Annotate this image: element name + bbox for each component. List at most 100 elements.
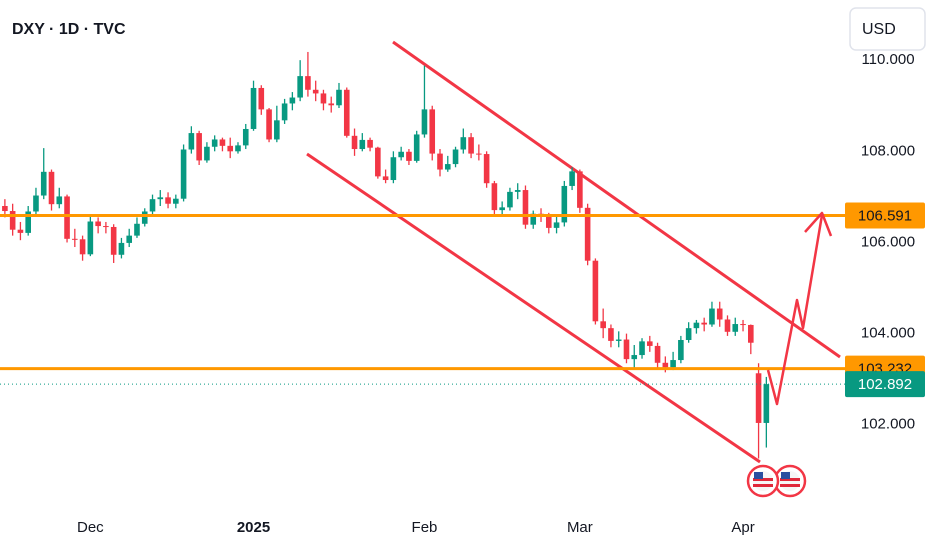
candle-body	[110, 226, 117, 255]
candle-body	[553, 222, 560, 228]
candle-body	[732, 324, 739, 332]
candle-body	[343, 89, 350, 136]
candle-body	[95, 221, 101, 227]
candle-body	[724, 319, 731, 332]
candle-body	[569, 171, 575, 186]
candle-body	[359, 139, 366, 150]
candle-body	[180, 149, 187, 199]
candle-body	[670, 360, 676, 368]
currency-label: USD	[862, 21, 896, 38]
candle-body	[740, 324, 746, 326]
candle-body	[87, 221, 94, 255]
candle-body	[336, 89, 342, 106]
y-tick-label: 106.000	[861, 233, 915, 250]
candle-body	[266, 109, 272, 140]
plot-area	[2, 40, 841, 464]
candle-body	[592, 260, 599, 322]
currency-button[interactable]: USD	[849, 7, 926, 51]
candle-body	[662, 362, 669, 368]
candle-body	[654, 345, 661, 363]
candle-body	[398, 151, 404, 158]
candle-body	[452, 149, 459, 165]
candle-body	[149, 199, 156, 212]
candle-body	[64, 196, 70, 239]
candle-body	[211, 139, 218, 147]
candle-body	[79, 239, 86, 255]
candle-body	[701, 322, 707, 325]
candle-body	[17, 229, 24, 233]
candle-body	[297, 76, 303, 98]
candle-body	[375, 147, 381, 177]
candle-body	[242, 128, 249, 146]
candle-body	[227, 145, 234, 152]
candle-body	[437, 153, 443, 170]
candle-body	[763, 384, 770, 423]
candle-body	[709, 308, 715, 325]
candle-body	[367, 139, 373, 148]
candle-body	[646, 341, 653, 346]
candle-body	[305, 76, 311, 90]
projection-arrow	[766, 214, 824, 406]
candle-body	[514, 190, 521, 192]
y-tick-label: 108.000	[861, 142, 915, 159]
event-flags	[746, 464, 807, 498]
candle-body	[483, 154, 490, 184]
candle-body	[716, 308, 723, 320]
level-tag-label: 106.591	[858, 207, 912, 224]
candle-body	[33, 195, 39, 212]
y-tick-label: 110.000	[861, 51, 914, 68]
candle-body	[623, 339, 630, 360]
candle-body	[173, 198, 179, 204]
candle-body	[103, 226, 109, 228]
candle-body	[40, 171, 47, 196]
x-tick-label: Mar	[567, 519, 593, 536]
y-tick-label: 104.000	[861, 325, 915, 342]
levels	[0, 214, 845, 385]
candle-body	[72, 238, 78, 240]
candle-body	[390, 157, 397, 181]
candle-body	[141, 211, 148, 224]
candle-body	[2, 206, 8, 212]
candle-body	[577, 171, 583, 208]
candle-body	[320, 93, 327, 104]
candle-body	[48, 171, 55, 205]
candle-body	[685, 328, 692, 340]
candle-body	[219, 139, 226, 146]
candle-body	[468, 137, 474, 154]
event-flag[interactable]	[773, 464, 807, 498]
candle-body	[460, 137, 467, 150]
candle-body	[258, 87, 265, 110]
candle-body	[157, 197, 164, 200]
candle-body	[274, 120, 280, 140]
candle-body	[678, 340, 684, 361]
candle-body	[281, 103, 288, 121]
candle-body	[615, 339, 622, 341]
candle-body	[522, 190, 529, 225]
channel-lower	[306, 152, 761, 464]
candle-body	[235, 145, 241, 152]
candle-body	[421, 109, 428, 135]
candle-body	[250, 87, 257, 129]
candle-body	[413, 134, 420, 161]
candle-body	[25, 211, 31, 233]
candle-body	[118, 242, 125, 255]
candle-body	[530, 213, 537, 225]
candle-body	[476, 153, 482, 155]
event-flag[interactable]	[746, 464, 780, 498]
candle-body	[444, 164, 451, 170]
candle-body	[561, 185, 568, 223]
candle-body	[126, 235, 133, 243]
candle-body	[134, 223, 140, 236]
level-tag	[845, 202, 925, 229]
candle-body	[204, 146, 210, 161]
price-axis: 102.000 104.000 106.000 108.000 110.000	[861, 51, 915, 433]
candle-body	[196, 133, 202, 161]
candle-body	[491, 183, 498, 211]
x-tick-label: Feb	[412, 519, 438, 536]
candle-body	[289, 97, 296, 104]
candle-body	[584, 207, 591, 261]
projection	[746, 211, 833, 498]
candle-body	[755, 373, 762, 423]
